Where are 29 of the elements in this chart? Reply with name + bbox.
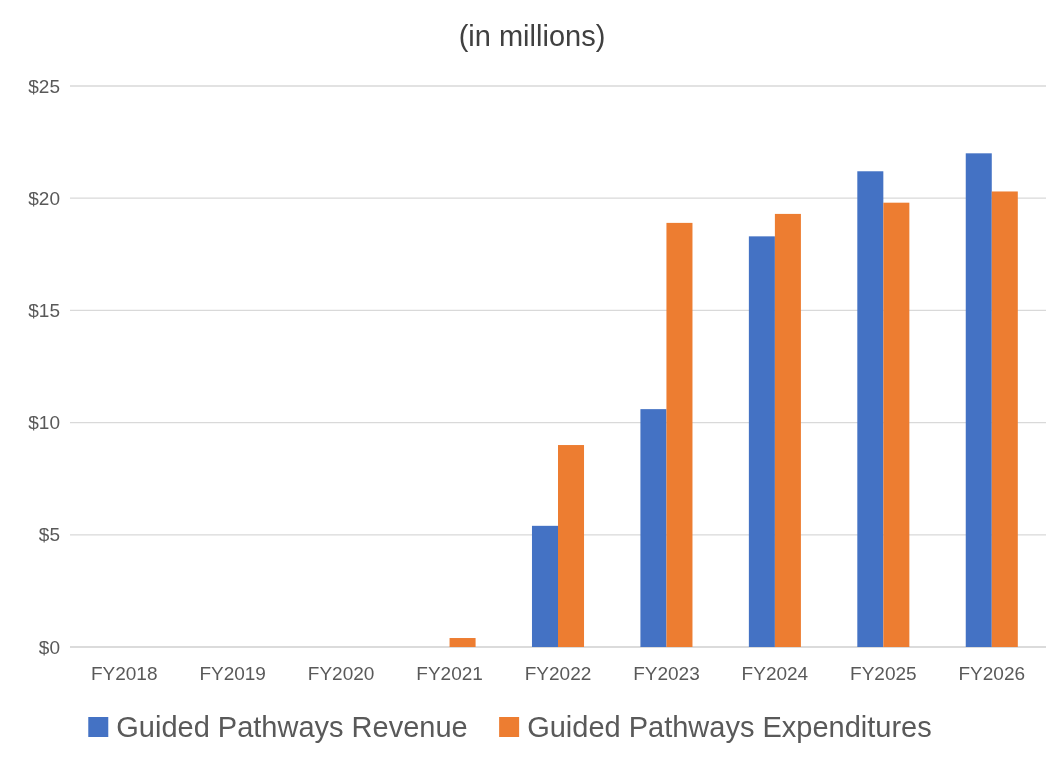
bar: [531, 525, 558, 647]
bar: [666, 222, 693, 647]
x-tick-label: FY2018: [90, 663, 158, 684]
x-tick-label: FY2019: [199, 663, 266, 684]
bar: [857, 171, 884, 647]
bar: [640, 409, 667, 647]
bar: [774, 213, 801, 647]
x-tick-label: FY2023: [633, 663, 700, 684]
bar: [748, 236, 775, 647]
y-tick-label: $5: [38, 524, 60, 546]
y-tick-label: $0: [38, 636, 60, 658]
x-tick-label: FY2020: [307, 663, 375, 684]
x-tick-label: FY2026: [958, 663, 1026, 684]
chart-title: (in millions): [458, 20, 606, 52]
y-tick-label: $10: [28, 412, 60, 434]
bar: [991, 191, 1018, 647]
bar: [449, 638, 476, 647]
y-tick-label: $25: [28, 75, 60, 97]
bar: [965, 153, 992, 647]
x-tick-label: FY2024: [741, 663, 809, 684]
x-tick-label: FY2021: [416, 663, 483, 684]
legend-label: Guided Pathways Revenue: [116, 711, 468, 744]
y-tick-label: $15: [28, 300, 60, 322]
x-tick-label: FY2022: [524, 663, 592, 684]
bar: [558, 445, 585, 647]
y-tick-label: $20: [28, 187, 60, 209]
x-tick-label: FY2025: [850, 663, 917, 684]
bar: [883, 202, 910, 647]
legend-label: Guided Pathways Expenditures: [527, 711, 932, 744]
